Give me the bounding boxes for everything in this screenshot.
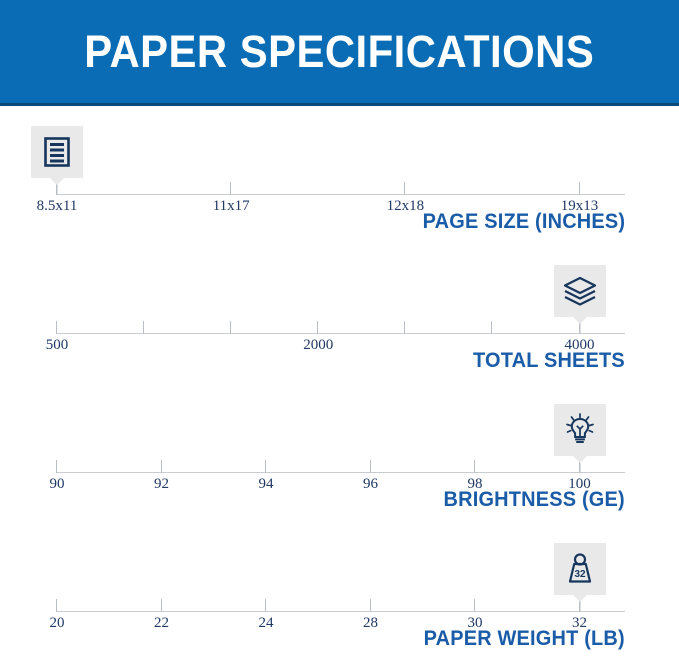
tick-mark	[265, 460, 267, 473]
spec-scales-container: 8.5x11 11x17 12x18 19x13 PAGE SIZE (INCHES) 5…	[0, 106, 679, 662]
spec-scale-3: 90 92 94 96 98 100 BRIGHTNESS (GE)	[0, 384, 679, 523]
spec-label: TOTAL SHEETS	[473, 349, 625, 372]
tick-label: 32	[572, 615, 588, 631]
tick-mark	[160, 460, 162, 473]
axis-line	[57, 611, 625, 612]
tick-group: 8.5x11 11x17 12x18 19x13	[31, 106, 625, 245]
layers-icon	[563, 276, 596, 306]
tick-label: 4000	[564, 337, 595, 353]
spec-label: PAPER WEIGHT (LB)	[423, 627, 625, 650]
tick-label: 90	[49, 476, 65, 492]
tick-group: 90 92 94 96 98 100	[50, 384, 625, 523]
tick-group: 20 22 24 28 30 32 32	[50, 523, 625, 662]
tick-mark	[56, 460, 57, 473]
lightbulb-icon	[565, 413, 594, 443]
value-marker-layers-icon[interactable]	[553, 265, 606, 324]
tick-mark	[160, 599, 162, 612]
tick-label: 98	[467, 476, 483, 492]
tick-label: 24	[258, 615, 274, 631]
tick-mark	[578, 182, 580, 195]
tick-label: 500	[45, 337, 69, 353]
value-marker-lightbulb-icon[interactable]	[553, 404, 606, 463]
tick-mark	[491, 321, 493, 334]
tick-label: 92	[154, 476, 169, 492]
value-marker-document-icon[interactable]	[31, 126, 83, 185]
tick-group: 500 2000 4000	[46, 245, 625, 384]
tick-mark	[56, 321, 57, 334]
tick-mark	[404, 182, 406, 195]
tick-label: 28	[363, 615, 379, 631]
weight-icon: 32	[568, 553, 591, 583]
tick-mark	[56, 599, 57, 612]
spec-label: BRIGHTNESS (GE)	[443, 488, 625, 511]
spec-scale-4: 20 22 24 28 30 32 32 PAPER WEIGHT (LB)	[0, 523, 679, 662]
tick-label: 20	[49, 615, 65, 631]
marker-stem	[579, 317, 581, 334]
axis-line	[57, 472, 625, 473]
tick-label: 2000	[303, 337, 334, 353]
tick-mark	[317, 321, 319, 334]
svg-text:32: 32	[574, 569, 586, 580]
tick-mark	[143, 321, 145, 334]
tick-label: 22	[154, 615, 169, 631]
page-header-banner: PAPER SPECIFICATIONS	[0, 0, 679, 106]
marker-stem	[56, 178, 58, 195]
marker-stem	[579, 595, 581, 612]
tick-label: 94	[258, 476, 274, 492]
tick-mark	[230, 321, 232, 334]
axis-line	[57, 194, 625, 195]
spec-label: PAGE SIZE (INCHES)	[422, 210, 625, 233]
tick-label: 96	[363, 476, 379, 492]
tick-mark	[369, 460, 371, 473]
tick-mark	[230, 182, 232, 195]
tick-label: 11x17	[212, 198, 250, 214]
tick-mark	[265, 599, 267, 612]
tick-mark	[474, 460, 476, 473]
document-icon	[44, 137, 70, 167]
value-marker-weight-icon[interactable]: 32	[553, 543, 606, 602]
marker-stem	[579, 456, 581, 473]
tick-label: 12x18	[386, 198, 425, 214]
tick-label: 100	[568, 476, 591, 492]
spec-scale-1: 8.5x11 11x17 12x18 19x13 PAGE SIZE (INCHES)	[0, 106, 679, 245]
axis-line	[57, 333, 625, 334]
tick-mark	[369, 599, 371, 612]
spec-scale-2: 500 2000 4000 TOTAL SHEETS	[0, 245, 679, 384]
page-title: PAPER SPECIFICATIONS	[84, 25, 595, 77]
tick-mark	[474, 599, 476, 612]
tick-label: 8.5x11	[36, 198, 78, 214]
tick-label: 30	[467, 615, 483, 631]
tick-mark	[404, 321, 406, 334]
tick-label: 19x13	[560, 198, 599, 214]
